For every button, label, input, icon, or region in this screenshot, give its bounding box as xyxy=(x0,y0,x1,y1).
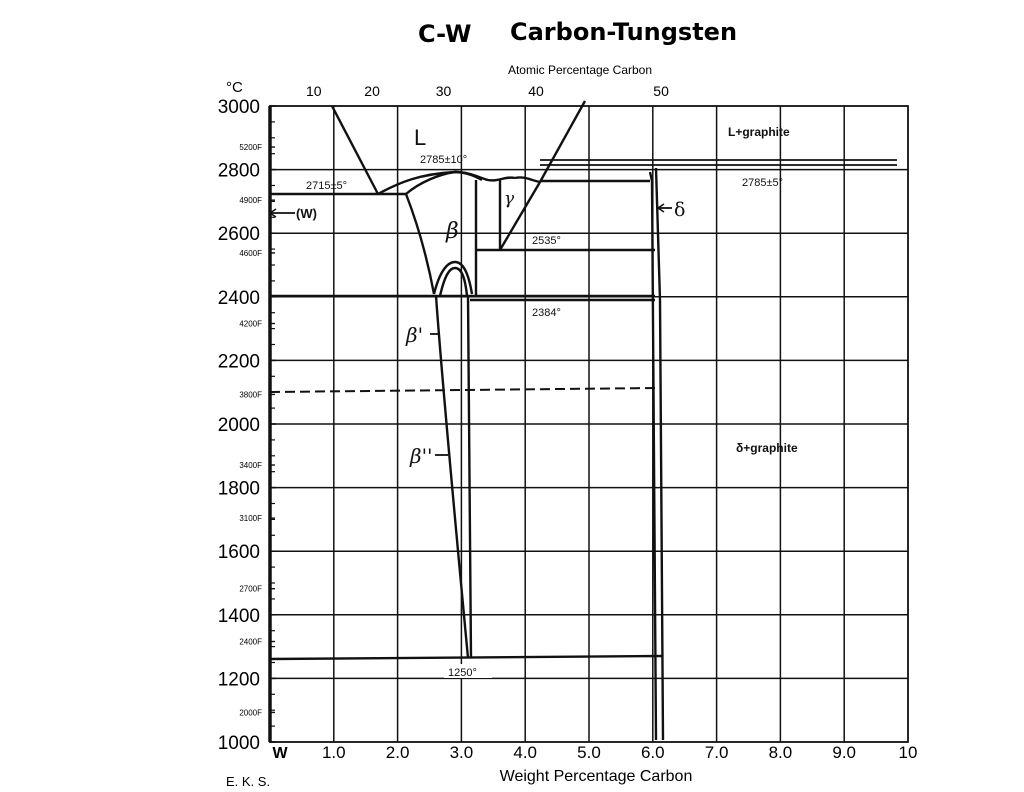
y-fahrenheit-label: 3400F xyxy=(239,461,262,470)
phase-labels: L L+graphite 2785±10° 2715±5° 2785±5° (W… xyxy=(296,125,798,679)
x-tick-label: 4.0 xyxy=(513,743,537,762)
author-initials: E. K. S. xyxy=(226,774,270,789)
y-tick-label: 1200 xyxy=(218,669,260,690)
y-fahrenheit-label: 4900F xyxy=(239,196,262,205)
label-1250: 1250° xyxy=(448,667,477,679)
x2-tick-label: 40 xyxy=(528,83,544,99)
y-fahrenheit-label: 2000F xyxy=(239,708,262,717)
x-tick-label: 5.0 xyxy=(577,743,601,762)
y-tick-label: 1600 xyxy=(218,542,260,563)
chart-title-system: C-W xyxy=(418,20,472,48)
y-tick-label: 2200 xyxy=(218,351,260,372)
x-tick-label: 7.0 xyxy=(705,743,729,762)
label-beta-double-prime: β'' xyxy=(409,444,433,468)
chart-grid xyxy=(268,105,909,743)
label-2535: 2535° xyxy=(532,235,561,247)
label-gamma: γ xyxy=(504,189,515,209)
beta-prime-dome-inner xyxy=(438,266,469,297)
liquidus-w-side xyxy=(330,105,380,195)
y-fahrenheit-label: 4200F xyxy=(239,320,262,329)
delta-right xyxy=(654,167,665,741)
label-w-phase: (W) xyxy=(296,206,317,221)
y-tick-label: 2400 xyxy=(218,288,260,309)
y-fahrenheit-label: 2400F xyxy=(239,638,262,647)
solidus-beta xyxy=(405,170,483,195)
y-tick-label: 1000 xyxy=(218,733,260,754)
x2-tick-label: 10 xyxy=(306,83,322,99)
x2-tick-label: 20 xyxy=(364,83,380,99)
y-tick-label: 2800 xyxy=(218,161,260,182)
x2-axis-ticks: 10 20 30 40 50 xyxy=(306,83,669,99)
y-fahrenheit-label: 3100F xyxy=(239,514,262,523)
label-liquid: L xyxy=(414,125,426,150)
y-tick-label: 2000 xyxy=(218,415,260,436)
y-fahrenheit-label: 4600F xyxy=(239,249,262,258)
y-axis-ticks: 1000 1200 1400 1600 1800 2000 2200 2400 2600 2800… xyxy=(218,97,276,754)
delta-left xyxy=(648,171,658,741)
label-2384: 2384° xyxy=(532,307,561,319)
delta-arrowhead xyxy=(656,203,665,213)
x-tick-label: 1.0 xyxy=(322,743,346,762)
label-2785-10: 2785±10° xyxy=(420,154,467,166)
x-tick-label: 8.0 xyxy=(769,743,793,762)
gamma-top xyxy=(514,176,541,184)
y-tick-label: 1800 xyxy=(218,479,260,500)
x-tick-label: 9.0 xyxy=(832,743,856,762)
label-2785-5: 2785±5° xyxy=(742,177,783,189)
beta-double-prime-right xyxy=(466,295,473,659)
label-beta-prime: β' xyxy=(405,323,423,347)
x-tick-label: 3.0 xyxy=(450,743,474,762)
w-arrowhead xyxy=(268,208,277,218)
y-tick-label: 2600 xyxy=(218,224,260,245)
y-fahrenheit-label: 5200F xyxy=(239,143,262,152)
x-axis-label: Weight Percentage Carbon xyxy=(500,768,693,785)
y-fahrenheit-label: 2700F xyxy=(239,585,262,594)
x-tick-label: 2.0 xyxy=(386,743,410,762)
x-tick-label: 6.0 xyxy=(641,743,665,762)
liquidus-c-side xyxy=(538,100,587,183)
liquidus-beta xyxy=(377,170,516,196)
y-axis-unit: °C xyxy=(226,79,243,96)
label-delta: δ xyxy=(674,199,685,221)
x2-axis-label: Atomic Percentage Carbon xyxy=(508,63,652,77)
dashed-isotherm xyxy=(269,387,658,393)
label-beta: β xyxy=(445,219,459,244)
x-tick-label: W xyxy=(272,745,288,762)
chart-title: Carbon-Tungsten xyxy=(510,18,737,46)
beta-prime-dome xyxy=(432,260,474,295)
x2-tick-label: 50 xyxy=(653,83,669,99)
label-delta-graphite: δ+graphite xyxy=(736,441,798,455)
y-tick-label: 1400 xyxy=(218,606,260,627)
gamma-right xyxy=(498,181,542,251)
label-2715-5: 2715±5° xyxy=(306,180,347,192)
x-tick-label: 10 xyxy=(899,743,918,762)
isotherm-1250 xyxy=(269,654,664,661)
beta-left-boundary xyxy=(404,193,436,295)
label-liquid-graphite: L+graphite xyxy=(728,125,790,139)
y-tick-label: 3000 xyxy=(218,97,260,118)
x2-tick-label: 30 xyxy=(436,83,452,99)
beta-double-prime-left xyxy=(434,295,470,659)
phase-boundaries xyxy=(268,100,897,741)
y-fahrenheit-label: 3800F xyxy=(239,390,262,399)
x-axis-ticks: W 1.0 2.0 3.0 4.0 5.0 6.0 7.0 8.0 9.0 10 xyxy=(272,743,917,762)
